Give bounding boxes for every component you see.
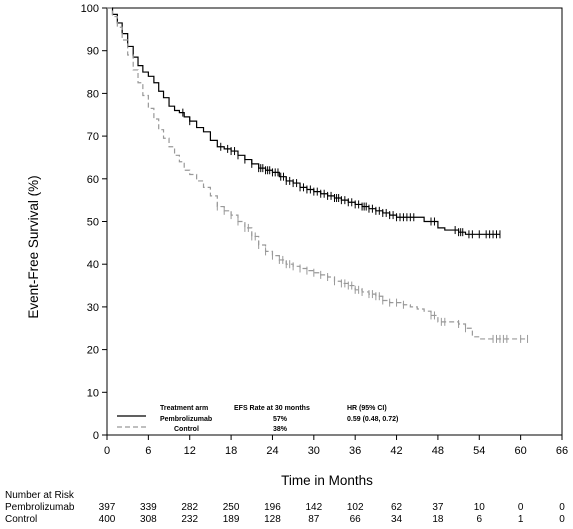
curve-control bbox=[107, 7, 528, 340]
risk-value-pembrolizumab: 10 bbox=[474, 502, 486, 513]
plot-frame bbox=[106, 7, 563, 436]
survival-curves bbox=[107, 7, 528, 340]
legend-header-rate: EFS Rate at 30 months bbox=[234, 405, 310, 412]
censor-marks bbox=[182, 108, 529, 343]
risk-value-pembrolizumab: 37 bbox=[432, 502, 444, 513]
y-tick-label: 80 bbox=[87, 88, 99, 100]
plot-border bbox=[106, 7, 563, 436]
x-tick-label: 18 bbox=[225, 445, 237, 457]
y-tick-label: 0 bbox=[93, 430, 99, 442]
legend-name-pembrolizumab: Pembrolizumab bbox=[160, 416, 212, 423]
x-tick-label: 42 bbox=[390, 445, 402, 457]
y-tick-label: 90 bbox=[87, 46, 99, 58]
risk-value-pembrolizumab: 282 bbox=[181, 502, 198, 513]
x-tick-label: 48 bbox=[432, 445, 444, 457]
risk-value-control: 0 bbox=[559, 514, 565, 525]
risk-row-label-pembrolizumab: Pembrolizumab bbox=[5, 502, 75, 513]
risk-value-control: 232 bbox=[181, 514, 198, 525]
risk-value-control: 189 bbox=[223, 514, 240, 525]
legend: Treatment arm EFS Rate at 30 months HR (… bbox=[117, 405, 398, 433]
risk-value-pembrolizumab: 0 bbox=[559, 502, 565, 513]
y-axis-title: Event-Free Survival (%) bbox=[26, 175, 41, 318]
y-tick-label: 70 bbox=[87, 131, 99, 143]
risk-value-pembrolizumab: 62 bbox=[391, 502, 403, 513]
y-tick-label: 20 bbox=[87, 345, 99, 357]
x-tick-label: 24 bbox=[266, 445, 278, 457]
risk-value-control: 18 bbox=[432, 514, 444, 525]
x-tick-label: 30 bbox=[308, 445, 320, 457]
risk-value-pembrolizumab: 339 bbox=[140, 502, 157, 513]
x-tick-label: 66 bbox=[556, 445, 568, 457]
risk-value-pembrolizumab: 0 bbox=[518, 502, 524, 513]
x-tick-label: 12 bbox=[184, 445, 196, 457]
legend-hr-pembrolizumab: 0.59 (0.48, 0.72) bbox=[347, 416, 398, 423]
risk-value-control: 308 bbox=[140, 514, 157, 525]
curve-pembrolizumab bbox=[107, 7, 500, 235]
risk-row-label-control: Control bbox=[5, 514, 37, 525]
legend-rate-pembrolizumab: 57% bbox=[273, 416, 288, 423]
risk-value-control: 128 bbox=[264, 514, 281, 525]
x-axis: 0 6 12 18 24 30 36 42 48 54 60 66 bbox=[104, 435, 568, 457]
y-tick-label: 40 bbox=[87, 259, 99, 271]
x-axis-title: Time in Months bbox=[281, 473, 373, 488]
y-axis: 0 10 20 30 40 50 60 70 80 90 100 bbox=[81, 3, 107, 442]
legend-header-arm: Treatment arm bbox=[160, 405, 208, 412]
risk-value-control: 87 bbox=[308, 514, 320, 525]
legend-name-control: Control bbox=[174, 426, 199, 433]
x-tick-label: 0 bbox=[104, 445, 110, 457]
y-tick-label: 10 bbox=[87, 387, 99, 399]
x-tick-label: 54 bbox=[473, 445, 485, 457]
y-tick-label: 60 bbox=[87, 174, 99, 186]
risk-table-title: Number at Risk bbox=[5, 490, 75, 501]
risk-value-control: 34 bbox=[391, 514, 403, 525]
y-tick-label: 30 bbox=[87, 302, 99, 314]
legend-rate-control: 38% bbox=[273, 426, 288, 433]
risk-value-control: 1 bbox=[518, 514, 524, 525]
risk-value-pembrolizumab: 397 bbox=[99, 502, 116, 513]
risk-value-pembrolizumab: 142 bbox=[305, 502, 322, 513]
risk-value-control: 66 bbox=[350, 514, 362, 525]
legend-header-hr: HR (95% CI) bbox=[347, 405, 387, 412]
risk-value-pembrolizumab: 250 bbox=[223, 502, 240, 513]
y-tick-label: 100 bbox=[81, 3, 99, 15]
x-tick-label: 60 bbox=[515, 445, 527, 457]
x-tick-label: 6 bbox=[145, 445, 151, 457]
x-tick-label: 36 bbox=[349, 445, 361, 457]
risk-value-pembrolizumab: 196 bbox=[264, 502, 281, 513]
number-at-risk-table: Number at Risk Pembrolizumab Control 397… bbox=[5, 490, 565, 525]
risk-value-pembrolizumab: 102 bbox=[347, 502, 364, 513]
risk-value-control: 400 bbox=[99, 514, 116, 525]
risk-value-control: 6 bbox=[476, 514, 482, 525]
y-tick-label: 50 bbox=[87, 217, 99, 229]
